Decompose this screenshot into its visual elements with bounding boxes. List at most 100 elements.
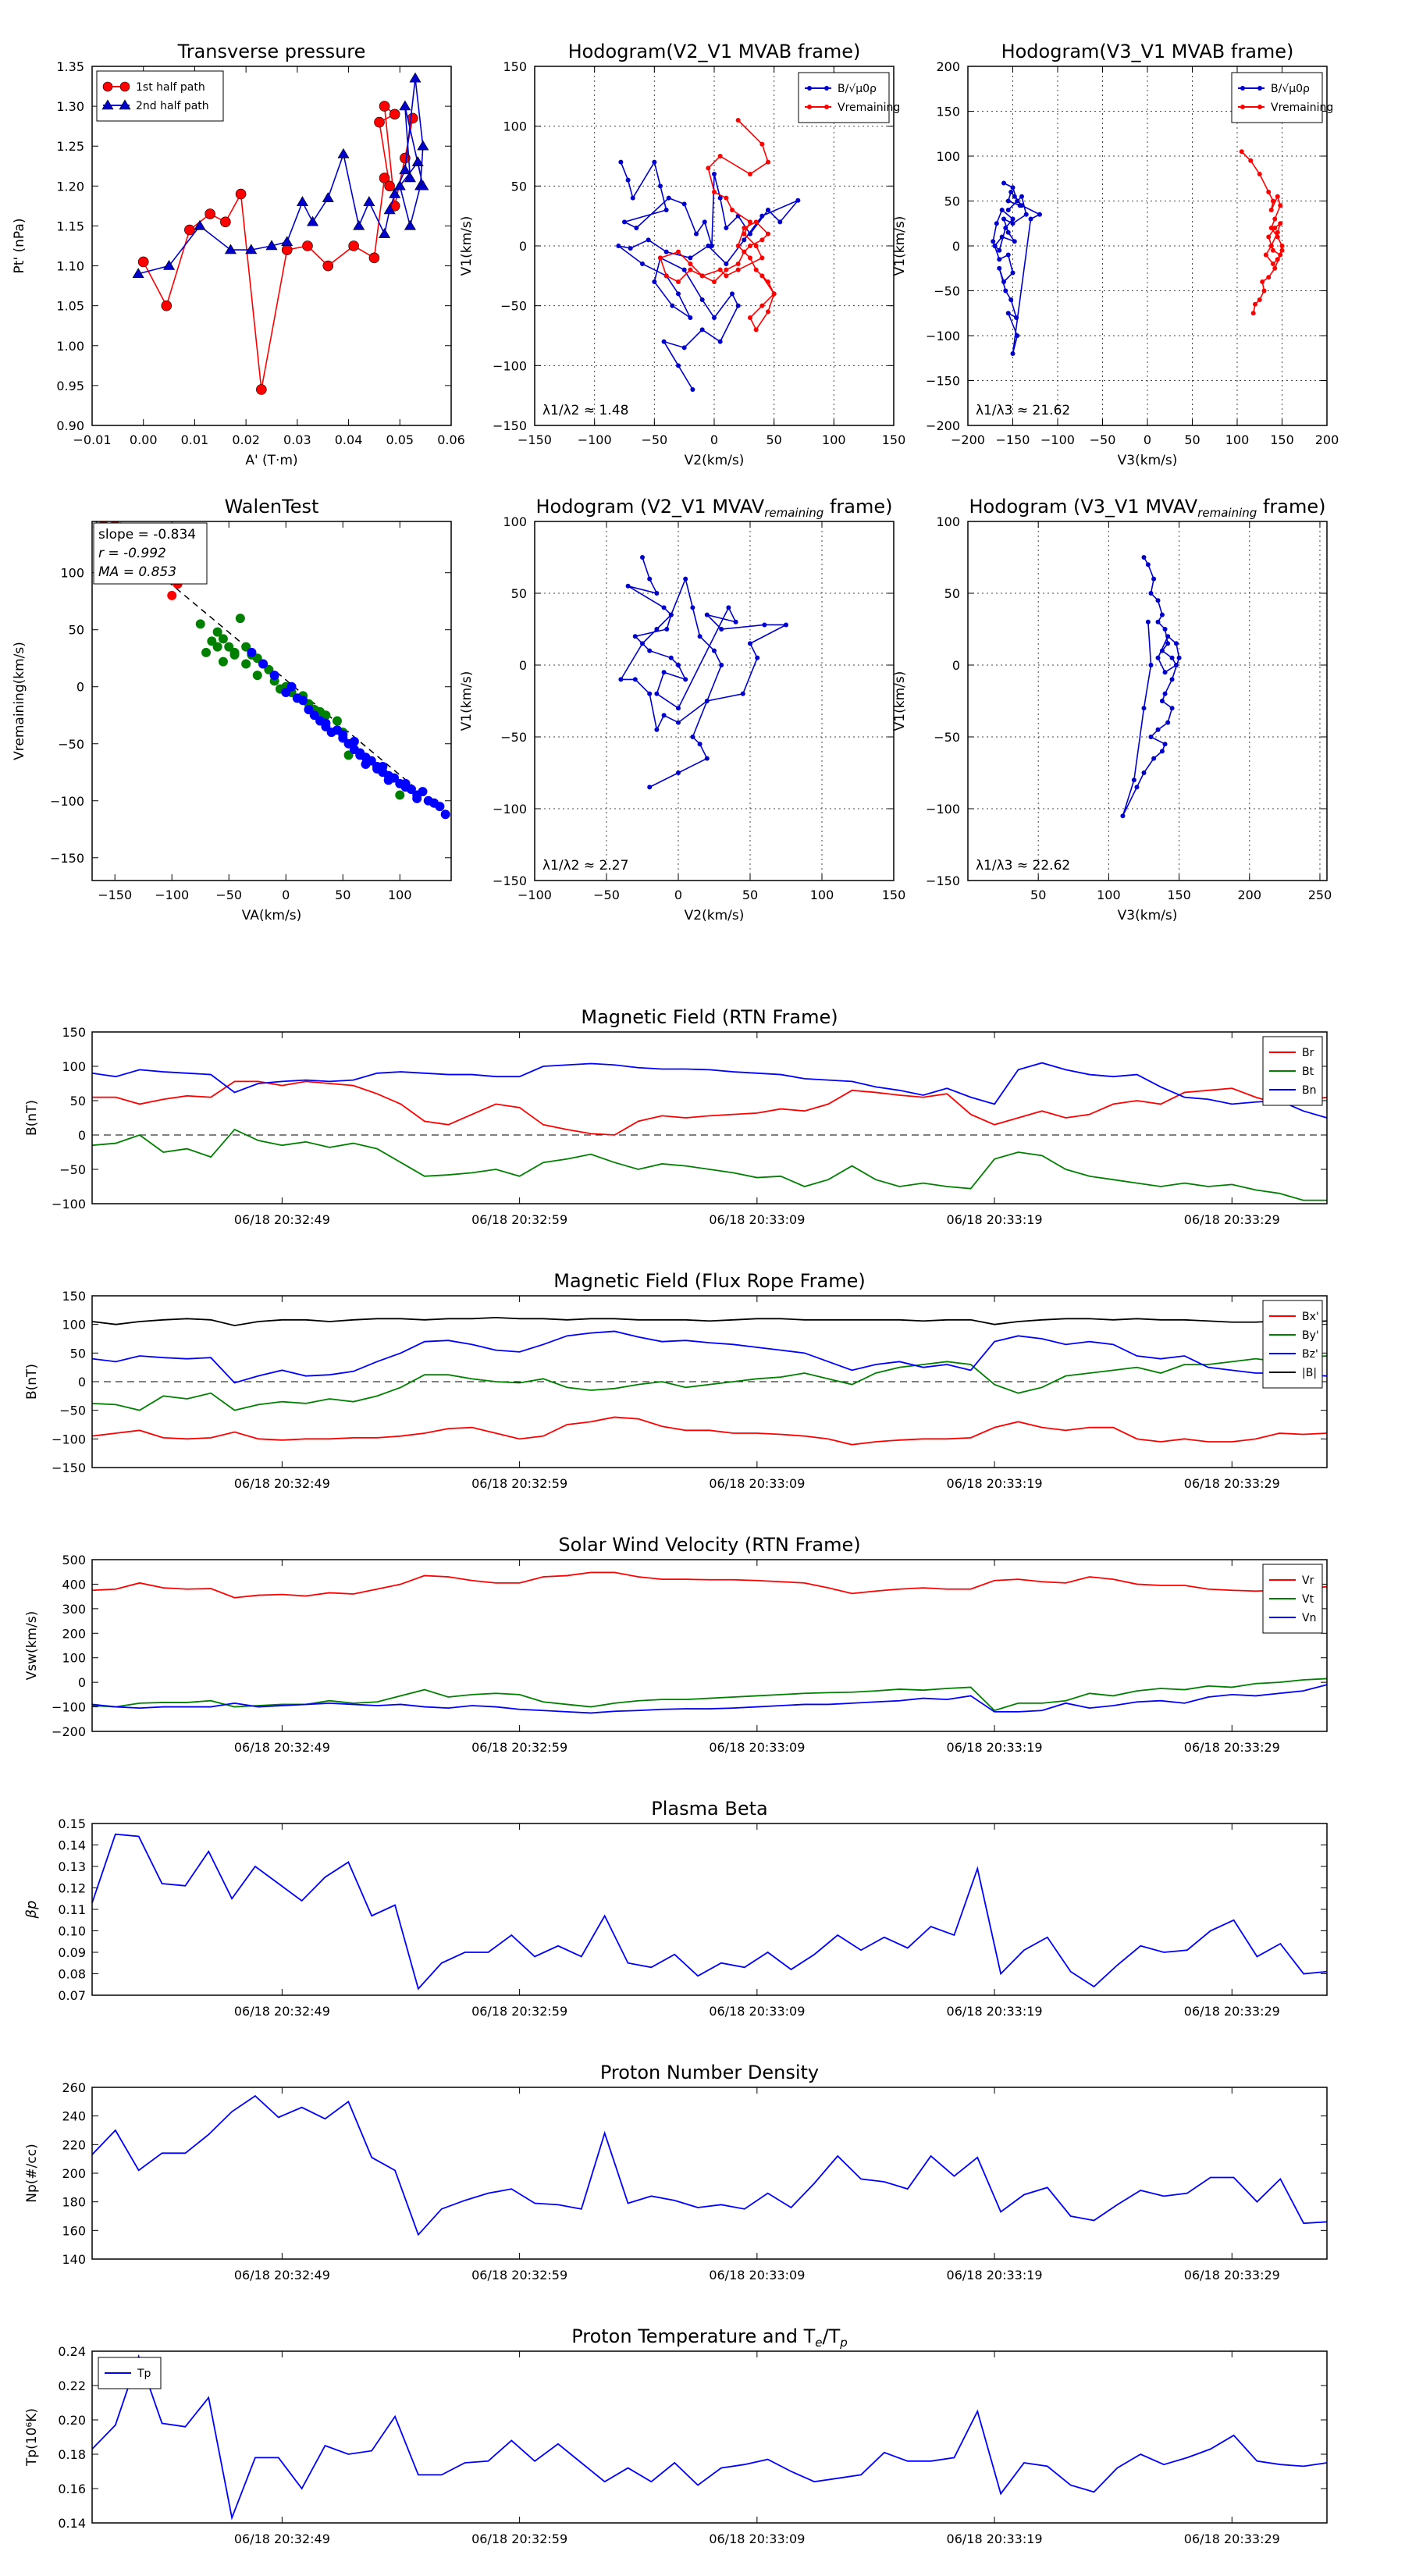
data-point: [724, 273, 729, 279]
data-point: [383, 775, 393, 785]
data-point: [706, 244, 711, 248]
data-point: [742, 231, 747, 237]
eigenvalue-ratio-annotation: λ1/λ3 ≈ 21.62: [976, 403, 1070, 418]
data-point: [997, 257, 1002, 262]
data-point: [1278, 203, 1283, 208]
alfven-mach-text: MA = 0.853: [98, 564, 176, 580]
x-tick-label: 06/18 20:33:19: [947, 1740, 1043, 1755]
data-point: [1155, 619, 1161, 624]
x-tick-label: 06/18 20:32:49: [234, 2004, 330, 2019]
data-point: [1148, 735, 1154, 739]
x-tick-label: 100: [1225, 432, 1250, 447]
data-point: [1176, 655, 1182, 660]
data-point: [137, 256, 149, 268]
y-tick-label: 240: [62, 2109, 86, 2124]
data-point: [724, 226, 729, 230]
data-point: [654, 591, 660, 596]
x-axis-label: V3(km/s): [1118, 908, 1178, 923]
data-point: [999, 234, 1005, 240]
data-point: [724, 195, 729, 201]
x-tick-label: 0: [710, 432, 718, 447]
data-point: [663, 249, 669, 254]
data-point: [383, 204, 396, 215]
data-point: [999, 208, 1005, 212]
data-point: [683, 576, 688, 582]
y-tick-label: 50: [944, 194, 960, 209]
y-tick-label: 0: [78, 1128, 86, 1143]
data-point: [322, 192, 334, 202]
data-point: [616, 244, 621, 248]
data-point: [399, 100, 411, 111]
series-line-Tp: [91, 2354, 1328, 2521]
data-point: [652, 159, 657, 165]
data-point: [666, 195, 671, 201]
y-tick-label: 0.24: [58, 2344, 86, 2359]
data-point: [663, 208, 669, 212]
data-point: [676, 706, 681, 711]
bfield-panel: −100 −50 0 50 100 150 06/18 20:32:49 06/18 20:3…: [52, 1025, 1328, 1227]
y-tick-label: 0: [519, 658, 527, 673]
data-point: [735, 262, 741, 266]
correlation-text: r = -0.992: [98, 546, 166, 561]
y-tick-label: 0.13: [58, 1859, 86, 1874]
data-point: [748, 641, 752, 646]
data-point: [634, 226, 639, 230]
data-point: [389, 109, 400, 120]
x-tick-label: 0.06: [437, 432, 465, 447]
data-point: [632, 634, 638, 639]
y-axis-label: Np(#/cc): [24, 2144, 40, 2202]
data-point: [435, 802, 445, 812]
data-point: [688, 315, 693, 320]
data-point: [664, 627, 670, 632]
legend-entry: B/√μ0ρ: [838, 83, 877, 95]
y-tick-label: 1.15: [56, 219, 84, 233]
data-point: [668, 612, 674, 617]
data-point: [393, 180, 406, 190]
title-subscript: remaining: [764, 506, 823, 520]
data-point: [1151, 576, 1157, 582]
x-tick-label: −150: [518, 432, 552, 447]
data-point: [1268, 226, 1274, 230]
y-tick-label: 0: [76, 680, 84, 695]
data-point: [766, 231, 770, 237]
legend-entry: Bn: [1302, 1084, 1316, 1097]
data-point: [1010, 185, 1016, 190]
data-point: [753, 244, 759, 248]
x-tick-label: −50: [1090, 432, 1116, 447]
series-line-2ndhalfpath: [137, 78, 424, 275]
data-point: [1019, 194, 1024, 199]
data-point: [766, 309, 770, 315]
y-tick-label: 0.22: [58, 2379, 86, 2393]
y-tick-label: 150: [503, 59, 527, 74]
data-point: [1169, 655, 1175, 660]
axes-frame: [91, 1295, 1328, 1468]
y-tick-label: 1.10: [56, 259, 84, 274]
data-point: [759, 303, 765, 308]
x-tick-label: 100: [388, 888, 412, 902]
data-point: [719, 663, 724, 667]
legend-marker: [119, 99, 131, 110]
chart-title: Proton Temperature and Te/Tp: [571, 2325, 848, 2350]
data-point: [704, 612, 710, 617]
data-point: [224, 244, 237, 254]
data-point: [241, 642, 251, 652]
data-point: [281, 244, 293, 255]
legend-entry: |B|: [1302, 1367, 1317, 1379]
data-point: [1005, 198, 1011, 204]
data-point: [218, 634, 228, 644]
y-tick-label: 0.08: [58, 1967, 86, 1982]
axes-frame: [91, 2087, 1328, 2260]
data-point: [748, 255, 752, 261]
y-tick-label: −50: [500, 299, 527, 314]
data-point: [759, 141, 765, 147]
data-point: [1239, 149, 1244, 155]
y-axis-label: Vremaining(km/s): [12, 642, 27, 760]
data-point: [1023, 212, 1029, 217]
x-tick-label: 06/18 20:33:09: [709, 2268, 805, 2282]
plot-area: [618, 555, 788, 790]
data-point: [1272, 226, 1278, 230]
data-point: [338, 730, 348, 740]
series-line-Bx: [91, 1416, 1328, 1446]
data-point: [630, 195, 635, 201]
y-tick-label: −150: [50, 851, 84, 866]
